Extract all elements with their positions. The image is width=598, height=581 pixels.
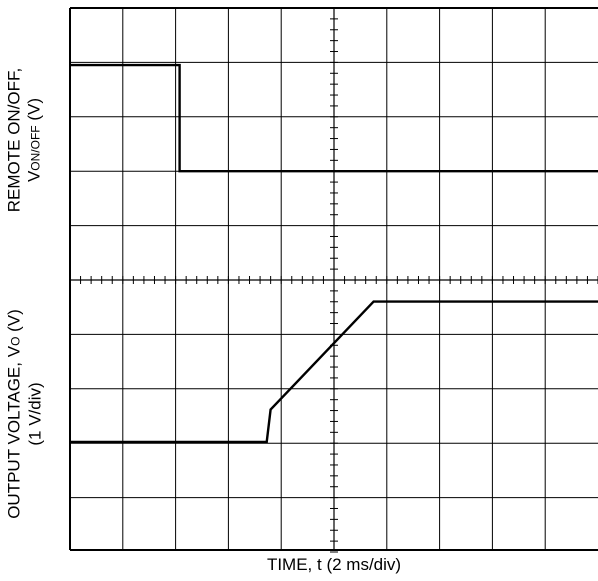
bottom-y-axis-label: OUTPUT VOLTAGE, VO (V) (1 V/div)	[4, 309, 45, 519]
graticule	[69, 7, 598, 553]
traces	[70, 63, 598, 444]
output-voltage-trace	[70, 300, 598, 444]
remote-on-off-trace	[70, 63, 598, 173]
top-y-axis-label: REMOTE ON/OFF, VON/OFF (V)	[4, 67, 44, 213]
x-axis-label: TIME, t (2 ms/div)	[266, 555, 402, 574]
